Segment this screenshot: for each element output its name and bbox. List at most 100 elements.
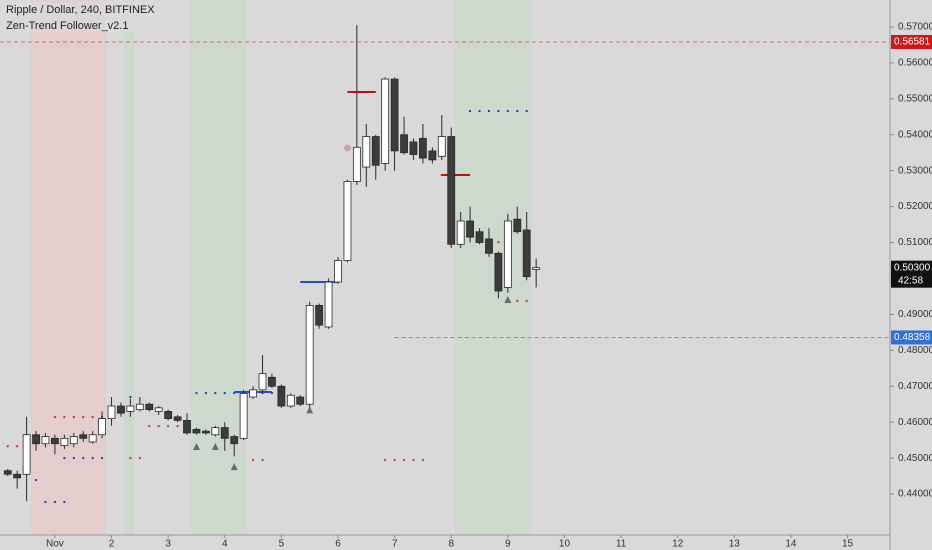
candle-body [173, 416, 182, 421]
candle-body [145, 403, 154, 411]
stop-dot [63, 416, 66, 419]
stop-dot [506, 110, 509, 113]
y-tick-label: 0.52000 [898, 201, 932, 212]
stop-dot [516, 110, 519, 113]
stop-dot [403, 458, 406, 461]
candle-body [305, 305, 314, 405]
stop-dot [53, 500, 56, 503]
candle-body [22, 434, 31, 475]
countdown-label: 42:58 [898, 275, 923, 286]
stop-dot [204, 392, 207, 395]
stop-dot [487, 110, 490, 113]
candle-body [456, 220, 465, 245]
stop-dots [44, 500, 66, 503]
stop-dots [35, 479, 38, 482]
session-band [455, 0, 532, 535]
candle-body [268, 376, 276, 387]
signal-circle [343, 144, 351, 152]
stop-dot [252, 458, 255, 461]
x-tick-label: 8 [448, 539, 454, 550]
candle-body [60, 437, 69, 446]
last-price-bg [891, 260, 932, 288]
stop-dot [176, 425, 179, 428]
candle-body [183, 419, 191, 434]
y-tick-label: 0.46000 [898, 417, 932, 428]
candle-body [164, 411, 173, 419]
stop-dot [6, 445, 9, 448]
indicator-name: Zen-Trend Follower_v2.1 [6, 20, 128, 32]
stop-dot [129, 396, 132, 399]
stop-dot [525, 110, 528, 113]
candle-body [334, 260, 342, 283]
stop-dot [148, 425, 151, 428]
stop-dots [63, 457, 104, 460]
x-tick-label: 11 [616, 539, 627, 550]
signal-triangle [192, 442, 200, 450]
stop-dots [516, 300, 528, 303]
stop-dot [195, 392, 198, 395]
y-tick-label: 0.54000 [898, 129, 932, 140]
candle-body [381, 78, 390, 164]
stop-dot [167, 425, 170, 428]
candle-body [532, 267, 541, 270]
candle-body [117, 405, 125, 414]
candle-body [428, 150, 437, 161]
candle-body [3, 470, 12, 475]
candle-body [202, 430, 210, 434]
stop-dot [233, 392, 236, 395]
stop-dot [478, 110, 481, 113]
candle-body [324, 281, 333, 328]
chart-title: Ripple / Dollar, 240, BITFINEX [6, 4, 155, 16]
stop-dot [270, 392, 273, 395]
y-tick-label: 0.44000 [898, 489, 932, 500]
candle-body [79, 434, 88, 439]
stop-dot [421, 458, 424, 461]
x-tick-label: 15 [842, 539, 854, 550]
stop-dot [525, 300, 528, 303]
candle-body [32, 434, 40, 445]
stop-dot [497, 241, 500, 244]
stop-dots [129, 457, 141, 460]
stop-dot [412, 458, 415, 461]
stop-dot [469, 110, 472, 113]
x-tick-label: 4 [222, 539, 228, 550]
candle-body [98, 418, 106, 436]
stop-dot [516, 300, 519, 303]
stop-dot [72, 416, 75, 419]
stop-dot [214, 392, 217, 395]
candle-body [277, 385, 286, 407]
candle-body [390, 78, 399, 152]
candle-body [494, 252, 503, 292]
x-tick-label: 10 [559, 539, 571, 550]
y-tick-label: 0.47000 [898, 381, 932, 392]
x-tick-label: 5 [279, 539, 285, 550]
plot-area [0, 0, 890, 535]
candle-body [230, 436, 239, 445]
x-tick-label: 7 [392, 539, 398, 550]
stop-dots [129, 396, 132, 399]
stop-dot [157, 425, 160, 428]
stop-dot [16, 445, 19, 448]
stop-dot [384, 458, 387, 461]
candle-body [126, 405, 135, 412]
stop-dot [82, 416, 85, 419]
signal-triangle [211, 442, 219, 450]
stop-dot [53, 416, 56, 419]
x-tick-label: 14 [785, 539, 797, 550]
y-tick-label: 0.51000 [898, 237, 932, 248]
price-label: 0.48358 [894, 332, 931, 343]
candle-body [522, 229, 531, 278]
candle-body [249, 389, 257, 398]
candle-body [447, 136, 456, 245]
y-tick-label: 0.45000 [898, 453, 932, 464]
x-tick-label: 12 [672, 539, 684, 550]
candle-body [437, 136, 446, 157]
signal-triangle [306, 406, 314, 414]
price-label: 0.56581 [894, 37, 931, 48]
candle-body [154, 407, 163, 412]
stop-dot [261, 458, 264, 461]
x-tick-label: Nov [46, 539, 64, 550]
candle-body [286, 394, 295, 407]
x-tick-label: 6 [335, 539, 341, 550]
